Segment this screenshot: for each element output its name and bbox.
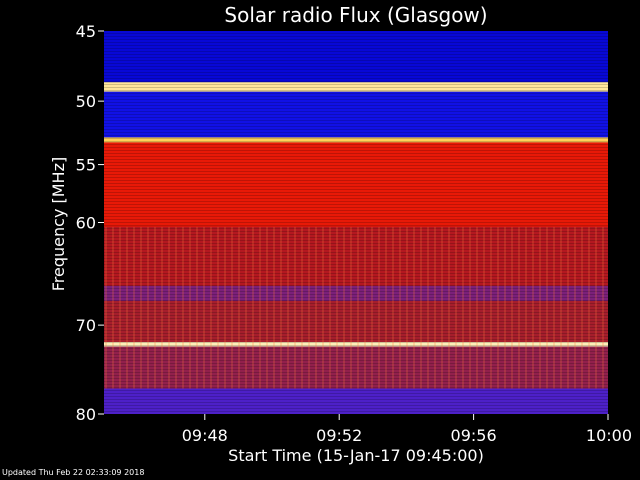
x-tick-label: 09:56 — [451, 426, 497, 445]
y-tick-label: 50 — [76, 92, 96, 111]
x-axis: 09:48 09:52 09:56 10:00 — [182, 414, 632, 445]
x-tick-label: 09:52 — [316, 426, 362, 445]
y-tick-label: 80 — [76, 405, 96, 424]
y-axis-label: Frequency [MHz] — [49, 157, 68, 291]
x-axis-label: Start Time (15-Jan-17 09:45:00) — [228, 446, 484, 465]
x-tick-label: 10:00 — [586, 426, 632, 445]
y-tick-label: 70 — [76, 316, 96, 335]
x-tick-label: 09:48 — [182, 426, 228, 445]
spectrogram-plot — [104, 31, 608, 414]
y-tick-label: 60 — [76, 214, 96, 233]
y-tick-label: 55 — [76, 156, 96, 175]
y-tick-label: 45 — [76, 22, 96, 41]
interference-texture — [104, 226, 608, 389]
updated-timestamp: Updated Thu Feb 22 02:33:09 2018 — [2, 468, 145, 477]
chart-title: Solar radio Flux (Glasgow) — [224, 3, 487, 27]
y-axis: 45 50 55 60 70 80 — [76, 22, 104, 424]
